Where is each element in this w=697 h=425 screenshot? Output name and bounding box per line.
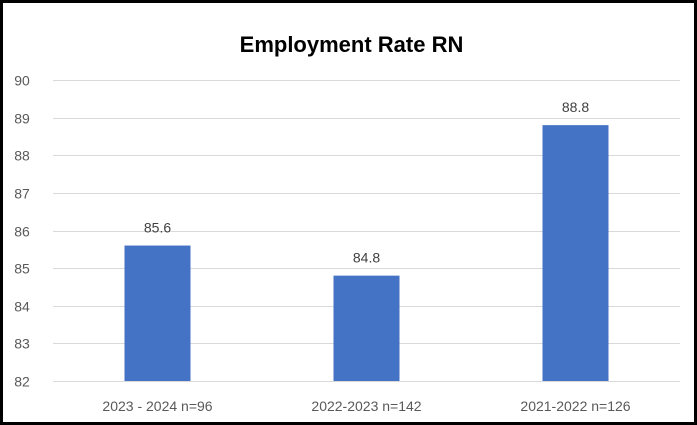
x-tick-label: 2021-2022 n=126: [520, 398, 630, 414]
y-tick-label: 83: [14, 336, 30, 352]
bars: [124, 125, 609, 382]
bar: [333, 275, 400, 381]
y-tick-label: 90: [14, 73, 30, 89]
bar: [124, 245, 191, 381]
chart-title: Employment Rate RN: [239, 32, 464, 57]
y-tick-label: 88: [14, 148, 30, 164]
data-labels: 85.6 84.8 88.8: [144, 99, 589, 266]
y-tick-label: 87: [14, 186, 30, 202]
y-tick-label: 86: [14, 224, 30, 240]
x-tick-label: 2022-2023 n=142: [311, 398, 421, 414]
y-tick-label: 82: [14, 374, 30, 390]
y-axis-ticks: 82 83 84 85 86 87 88 89 90: [14, 73, 30, 390]
bar: [542, 125, 609, 382]
y-tick-label: 89: [14, 111, 30, 127]
data-label: 84.8: [353, 250, 380, 266]
data-label: 88.8: [562, 99, 589, 115]
x-tick-label: 2023 - 2024 n=96: [102, 398, 212, 414]
data-label: 85.6: [144, 220, 171, 236]
y-tick-label: 84: [14, 299, 30, 315]
x-axis-ticks: 2023 - 2024 n=96 2022-2023 n=142 2021-2022…: [102, 398, 630, 414]
y-tick-label: 85: [14, 261, 30, 277]
